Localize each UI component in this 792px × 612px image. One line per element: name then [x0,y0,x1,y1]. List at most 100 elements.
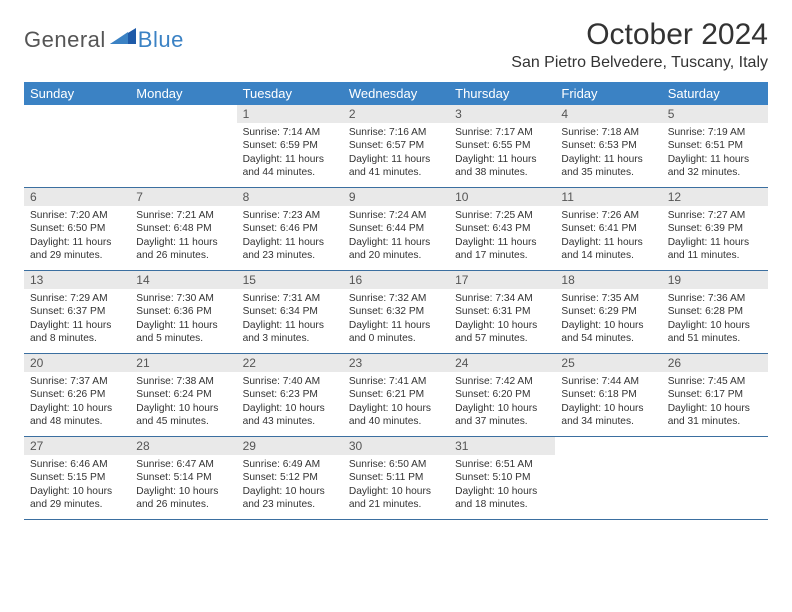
calendar-body: 1Sunrise: 7:14 AMSunset: 6:59 PMDaylight… [24,105,768,520]
day-sunrise-text: Sunrise: 7:24 AM [349,209,443,222]
day-day2-text: and 37 minutes. [455,415,549,428]
day-body: Sunrise: 7:29 AMSunset: 6:37 PMDaylight:… [24,289,130,349]
week-row: 27Sunrise: 6:46 AMSunset: 5:15 PMDayligh… [24,437,768,520]
day-sunset-text: Sunset: 6:48 PM [136,222,230,235]
day-body: Sunrise: 7:23 AMSunset: 6:46 PMDaylight:… [237,206,343,266]
day-sunset-text: Sunset: 6:24 PM [136,388,230,401]
day-day2-text: and 20 minutes. [349,249,443,262]
day-sunrise-text: Sunrise: 6:50 AM [349,458,443,471]
day-number: 31 [449,437,555,455]
day-cell: 20Sunrise: 7:37 AMSunset: 6:26 PMDayligh… [24,354,130,436]
day-sunrise-text: Sunrise: 6:47 AM [136,458,230,471]
day-number: 10 [449,188,555,206]
day-sunrise-text: Sunrise: 7:35 AM [561,292,655,305]
day-cell: 10Sunrise: 7:25 AMSunset: 6:43 PMDayligh… [449,188,555,270]
day-body: Sunrise: 7:14 AMSunset: 6:59 PMDaylight:… [237,123,343,183]
day-cell: 4Sunrise: 7:18 AMSunset: 6:53 PMDaylight… [555,105,661,187]
day-sunrise-text: Sunrise: 7:37 AM [30,375,124,388]
day-sunrise-text: Sunrise: 7:31 AM [243,292,337,305]
day-sunset-text: Sunset: 6:59 PM [243,139,337,152]
day-day1-text: Daylight: 11 hours [455,236,549,249]
day-cell: 28Sunrise: 6:47 AMSunset: 5:14 PMDayligh… [130,437,236,519]
day-day1-text: Daylight: 10 hours [455,402,549,415]
day-body: Sunrise: 7:20 AMSunset: 6:50 PMDaylight:… [24,206,130,266]
day-number: 25 [555,354,661,372]
day-day2-text: and 32 minutes. [668,166,762,179]
day-cell: 3Sunrise: 7:17 AMSunset: 6:55 PMDaylight… [449,105,555,187]
day-sunset-text: Sunset: 6:37 PM [30,305,124,318]
day-day1-text: Daylight: 10 hours [455,319,549,332]
day-day1-text: Daylight: 10 hours [136,402,230,415]
day-body: Sunrise: 6:49 AMSunset: 5:12 PMDaylight:… [237,455,343,515]
day-number: 9 [343,188,449,206]
day-day1-text: Daylight: 11 hours [561,236,655,249]
day-number: 13 [24,271,130,289]
day-sunset-text: Sunset: 6:50 PM [30,222,124,235]
day-number: 22 [237,354,343,372]
day-cell: 25Sunrise: 7:44 AMSunset: 6:18 PMDayligh… [555,354,661,436]
day-body: Sunrise: 7:25 AMSunset: 6:43 PMDaylight:… [449,206,555,266]
day-day2-text: and 43 minutes. [243,415,337,428]
day-day1-text: Daylight: 11 hours [455,153,549,166]
day-day1-text: Daylight: 10 hours [668,402,762,415]
day-cell: 18Sunrise: 7:35 AMSunset: 6:29 PMDayligh… [555,271,661,353]
day-body: Sunrise: 6:46 AMSunset: 5:15 PMDaylight:… [24,455,130,515]
logo-triangle-icon [110,26,136,47]
day-body: Sunrise: 7:35 AMSunset: 6:29 PMDaylight:… [555,289,661,349]
day-body: Sunrise: 7:38 AMSunset: 6:24 PMDaylight:… [130,372,236,432]
day-sunrise-text: Sunrise: 7:14 AM [243,126,337,139]
day-body: Sunrise: 7:31 AMSunset: 6:34 PMDaylight:… [237,289,343,349]
day-day1-text: Daylight: 11 hours [349,236,443,249]
day-day1-text: Daylight: 10 hours [30,485,124,498]
week-row: 20Sunrise: 7:37 AMSunset: 6:26 PMDayligh… [24,354,768,437]
day-number: 4 [555,105,661,123]
day-sunrise-text: Sunrise: 7:29 AM [30,292,124,305]
day-sunrise-text: Sunrise: 7:30 AM [136,292,230,305]
weekday-header: Sunday [24,82,130,105]
empty-day-cell [662,437,768,519]
day-sunrise-text: Sunrise: 7:26 AM [561,209,655,222]
day-cell: 31Sunrise: 6:51 AMSunset: 5:10 PMDayligh… [449,437,555,519]
day-number: 26 [662,354,768,372]
day-number: 21 [130,354,236,372]
logo: General Blue [24,26,184,53]
day-sunrise-text: Sunrise: 7:18 AM [561,126,655,139]
day-sunset-text: Sunset: 6:34 PM [243,305,337,318]
day-number: 19 [662,271,768,289]
day-day2-text: and 17 minutes. [455,249,549,262]
day-sunrise-text: Sunrise: 7:32 AM [349,292,443,305]
day-body: Sunrise: 7:36 AMSunset: 6:28 PMDaylight:… [662,289,768,349]
day-number: 15 [237,271,343,289]
day-number: 23 [343,354,449,372]
day-day2-text: and 44 minutes. [243,166,337,179]
day-body: Sunrise: 7:32 AMSunset: 6:32 PMDaylight:… [343,289,449,349]
day-cell: 27Sunrise: 6:46 AMSunset: 5:15 PMDayligh… [24,437,130,519]
day-day2-text: and 21 minutes. [349,498,443,511]
weekday-header: Monday [130,82,236,105]
day-sunrise-text: Sunrise: 6:46 AM [30,458,124,471]
day-cell: 16Sunrise: 7:32 AMSunset: 6:32 PMDayligh… [343,271,449,353]
weekday-header: Tuesday [237,82,343,105]
day-day1-text: Daylight: 11 hours [243,319,337,332]
day-day2-text: and 29 minutes. [30,498,124,511]
day-day2-text: and 3 minutes. [243,332,337,345]
day-body: Sunrise: 6:47 AMSunset: 5:14 PMDaylight:… [130,455,236,515]
day-sunset-text: Sunset: 5:14 PM [136,471,230,484]
day-sunset-text: Sunset: 5:15 PM [30,471,124,484]
day-sunset-text: Sunset: 6:20 PM [455,388,549,401]
day-number: 3 [449,105,555,123]
day-day1-text: Daylight: 11 hours [30,236,124,249]
week-row: 1Sunrise: 7:14 AMSunset: 6:59 PMDaylight… [24,105,768,188]
day-cell: 29Sunrise: 6:49 AMSunset: 5:12 PMDayligh… [237,437,343,519]
day-sunset-text: Sunset: 6:36 PM [136,305,230,318]
day-number: 6 [24,188,130,206]
day-day1-text: Daylight: 11 hours [136,236,230,249]
day-cell: 9Sunrise: 7:24 AMSunset: 6:44 PMDaylight… [343,188,449,270]
empty-day-cell [130,105,236,187]
day-number: 27 [24,437,130,455]
calendar-page: General Blue October 2024 San Pietro Bel… [0,0,792,538]
day-cell: 13Sunrise: 7:29 AMSunset: 6:37 PMDayligh… [24,271,130,353]
day-day1-text: Daylight: 10 hours [136,485,230,498]
day-body: Sunrise: 6:50 AMSunset: 5:11 PMDaylight:… [343,455,449,515]
day-day2-text: and 23 minutes. [243,249,337,262]
